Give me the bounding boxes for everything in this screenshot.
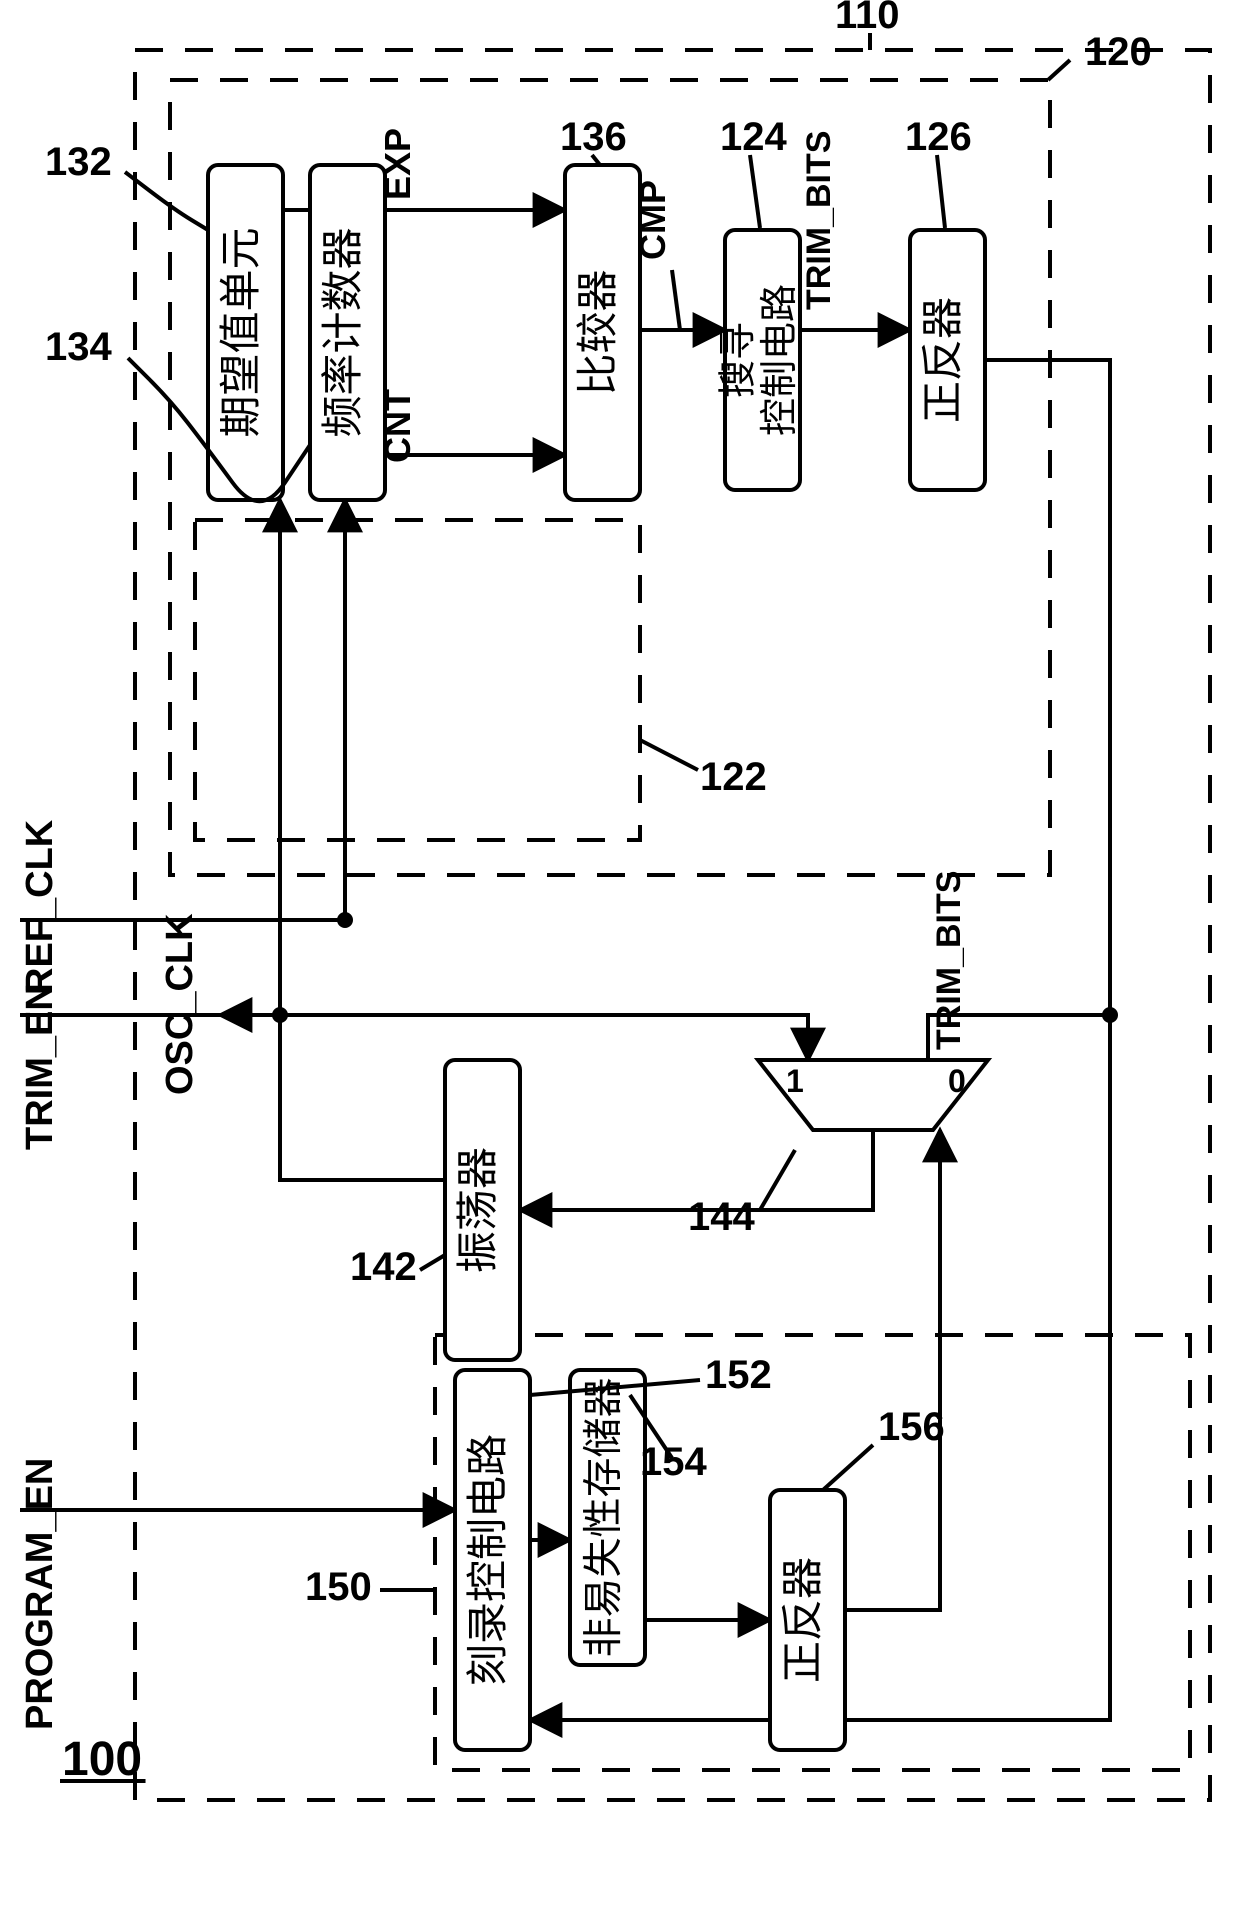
- blocks: 期望值单元频率计数器比较器搜寻控制电路正反器振荡器刻录控制电路非易失性存储器正反…: [208, 165, 985, 1750]
- svg-text:CNT: CNT: [377, 389, 418, 463]
- dashed-box-inner_122: [195, 520, 640, 840]
- junction-dot: [337, 912, 353, 928]
- block-label: 期望值单元: [219, 227, 265, 437]
- svg-text:122: 122: [700, 755, 767, 799]
- block-b136: 比较器: [565, 165, 640, 500]
- dashed-boundaries: [135, 50, 1210, 1800]
- signal-label-s_tb1: TRIM_BITS: [800, 131, 838, 310]
- block-label: 频率计数器: [320, 227, 367, 437]
- junction-dot: [272, 1007, 288, 1023]
- signal-label-s_prog: PROGRAM_EN: [19, 1458, 61, 1730]
- signal-label-s_ref: REF_CLK: [19, 819, 61, 995]
- ref-label-r152: 152: [530, 1353, 772, 1397]
- signal-label-s_cnt: CNT: [377, 389, 418, 463]
- svg-text:150: 150: [305, 1565, 372, 1609]
- wire-w_126_node: [985, 360, 1110, 1015]
- block-b154: 非易失性存储器: [570, 1370, 645, 1665]
- block-label: 正反器: [921, 297, 967, 423]
- svg-text:124: 124: [720, 115, 787, 159]
- svg-text:142: 142: [350, 1245, 417, 1289]
- ref-label-r124: 124: [720, 115, 787, 228]
- svg-text:126: 126: [905, 115, 972, 159]
- svg-text:TRIM_BITS: TRIM_BITS: [930, 871, 968, 1050]
- block-label: 正反器: [781, 1557, 827, 1683]
- svg-text:TRIM_BITS: TRIM_BITS: [800, 131, 838, 310]
- mux-sel-1: 1: [786, 1063, 804, 1099]
- svg-text:REF_CLK: REF_CLK: [19, 819, 61, 995]
- svg-text:134: 134: [45, 325, 112, 369]
- svg-text:144: 144: [688, 1195, 755, 1239]
- block-label: 控制电路: [759, 284, 801, 436]
- ref-label-r144: 144: [688, 1150, 795, 1239]
- block-b134: 频率计数器: [310, 165, 385, 500]
- block-b124: 搜寻控制电路: [717, 230, 801, 490]
- signal-label-s_exp: EXP: [377, 128, 418, 200]
- svg-text:PROGRAM_EN: PROGRAM_EN: [19, 1458, 61, 1730]
- mux-sel-0: 0: [948, 1063, 966, 1099]
- junction-dot: [1102, 1007, 1118, 1023]
- svg-text:154: 154: [640, 1440, 707, 1484]
- ref-label-r156: 156: [823, 1405, 945, 1490]
- svg-text:TRIM_EN: TRIM_EN: [19, 983, 61, 1150]
- svg-text:152: 152: [705, 1353, 772, 1397]
- block-b152: 刻录控制电路: [455, 1370, 530, 1750]
- signal-label-s_tb2: TRIM_BITS: [930, 871, 968, 1050]
- ref-label-r142: 142: [350, 1245, 445, 1289]
- svg-text:CMP: CMP: [632, 180, 673, 260]
- block-label: 搜寻: [717, 322, 759, 398]
- circuit-block-diagram: 期望值单元频率计数器比较器搜寻控制电路正反器振荡器刻录控制电路非易失性存储器正反…: [0, 0, 1240, 1905]
- ref-label-r136: 136: [560, 115, 627, 165]
- ref-label-r122: 122: [640, 740, 767, 799]
- ref-label-r150: 150: [305, 1565, 435, 1609]
- ref-label-r126: 126: [905, 115, 972, 228]
- block-label: 非易失性存储器: [581, 1378, 626, 1658]
- signal-label-s_osc: OSC_CLK: [159, 913, 201, 1095]
- svg-text:136: 136: [560, 115, 627, 159]
- block-label: 振荡器: [456, 1147, 502, 1273]
- ref-label-r132: 132: [45, 140, 208, 230]
- ref-label-r110: 110: [835, 0, 900, 50]
- block-b126: 正反器: [910, 230, 985, 490]
- multiplexers: 10: [758, 1060, 988, 1130]
- block-label: 刻录控制电路: [466, 1434, 512, 1686]
- wire-w_trim_mux: [20, 1015, 808, 1060]
- signal-label-s_cmp: CMP: [632, 180, 673, 260]
- wire-w_ref_134: [20, 500, 345, 920]
- block-label: 比较器: [575, 269, 622, 395]
- svg-text:156: 156: [878, 1405, 945, 1449]
- svg-text:EXP: EXP: [377, 128, 418, 200]
- wire-w_142_osc: [280, 1015, 445, 1180]
- signal-label-s_trim: TRIM_EN: [19, 983, 61, 1150]
- junction-dots: [272, 912, 1118, 1023]
- svg-text:100: 100: [62, 1733, 142, 1786]
- ref-label-r120: 120: [1048, 30, 1152, 80]
- wire-w_156_mux0: [845, 1130, 940, 1610]
- svg-text:110: 110: [835, 0, 900, 37]
- block-b156: 正反器: [770, 1490, 845, 1750]
- ref-label-r100: 100: [60, 1733, 146, 1786]
- block-b142: 振荡器: [445, 1060, 520, 1360]
- svg-text:132: 132: [45, 140, 112, 184]
- svg-text:120: 120: [1085, 30, 1152, 74]
- block-b132: 期望值单元: [208, 165, 283, 500]
- mux-mux144: 10: [758, 1060, 988, 1130]
- svg-text:OSC_CLK: OSC_CLK: [159, 913, 201, 1095]
